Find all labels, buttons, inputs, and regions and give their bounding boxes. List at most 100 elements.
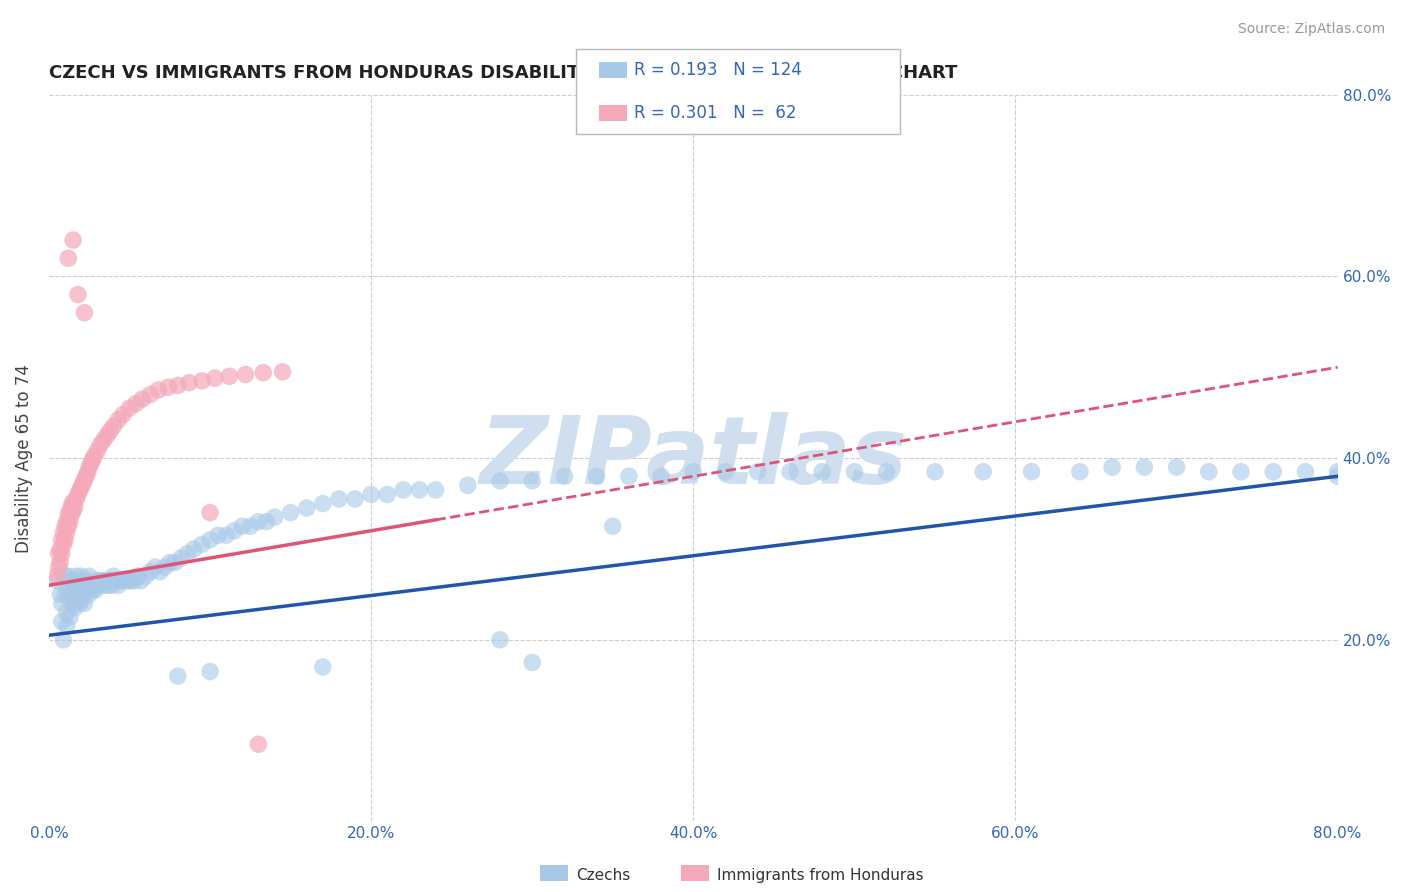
Point [77,460,100,475]
Point [125,396,148,410]
Point [83,578,105,592]
Point [107,413,129,427]
Point [96,574,118,588]
Point [91,574,114,588]
Point [51,546,73,560]
Point [779,465,801,479]
Point [747,465,769,479]
Point [114,574,136,588]
Point [650,469,672,483]
Point [247,737,270,751]
Point [127,569,149,583]
Point [131,392,153,406]
Point [1230,465,1253,479]
Point [110,574,132,588]
Point [83,450,105,464]
Point [60,508,83,522]
Point [60,587,83,601]
Point [191,537,214,551]
Point [252,366,274,380]
Point [280,506,302,520]
Text: CZECH VS IMMIGRANTS FROM HONDURAS DISABILITY AGE 65 TO 74 CORRELATION CHART: CZECH VS IMMIGRANTS FROM HONDURAS DISABI… [49,64,957,82]
Text: ZIPatlas: ZIPatlas [479,412,907,504]
Point [235,368,257,382]
Point [105,574,128,588]
Point [63,582,86,597]
Point [87,578,110,592]
Point [408,483,430,497]
Point [112,408,135,422]
Point [103,419,125,434]
Point [124,574,146,588]
Point [97,578,120,592]
Point [1326,465,1348,479]
Point [55,606,77,620]
Point [66,591,89,606]
Text: R = 0.301   N =  62: R = 0.301 N = 62 [634,104,797,122]
Point [55,515,77,529]
Point [73,597,96,611]
Point [204,371,226,385]
Point [70,582,93,597]
Point [69,597,91,611]
Point [215,528,238,542]
Point [49,587,72,601]
Point [254,515,277,529]
Point [129,574,152,588]
Point [51,615,73,629]
Point [66,287,89,301]
Point [89,437,111,451]
Point [103,569,125,583]
Point [49,541,72,556]
Point [224,524,246,538]
Point [58,519,80,533]
Point [159,556,181,570]
Point [489,632,512,647]
Point [52,632,75,647]
Point [48,560,70,574]
Point [107,578,129,592]
Point [59,504,82,518]
Point [98,574,121,588]
Point [183,541,205,556]
Point [53,519,76,533]
Point [65,491,87,506]
Point [682,465,704,479]
Text: Czechs: Czechs [576,868,631,882]
Point [82,453,104,467]
Point [63,500,86,515]
Point [179,376,201,390]
Point [198,665,221,679]
Point [72,476,94,491]
Point [66,574,89,588]
Point [73,473,96,487]
Point [60,499,83,513]
Point [392,483,415,497]
Point [117,574,139,588]
Point [522,656,544,670]
Point [170,551,193,566]
Point [344,491,367,506]
Point [86,443,108,458]
Point [157,380,180,394]
Point [247,515,270,529]
Point [1198,465,1220,479]
Point [617,469,640,483]
Point [72,574,94,588]
Point [65,569,87,583]
Point [104,574,127,588]
Point [62,578,84,592]
Point [48,546,70,560]
Point [62,597,84,611]
Point [263,510,285,524]
Point [312,660,335,674]
Point [602,519,624,533]
Point [58,508,80,522]
Point [191,374,214,388]
Point [70,569,93,583]
Point [76,466,98,480]
Point [1069,465,1091,479]
Point [84,582,107,597]
Point [312,496,335,510]
Point [93,433,115,447]
